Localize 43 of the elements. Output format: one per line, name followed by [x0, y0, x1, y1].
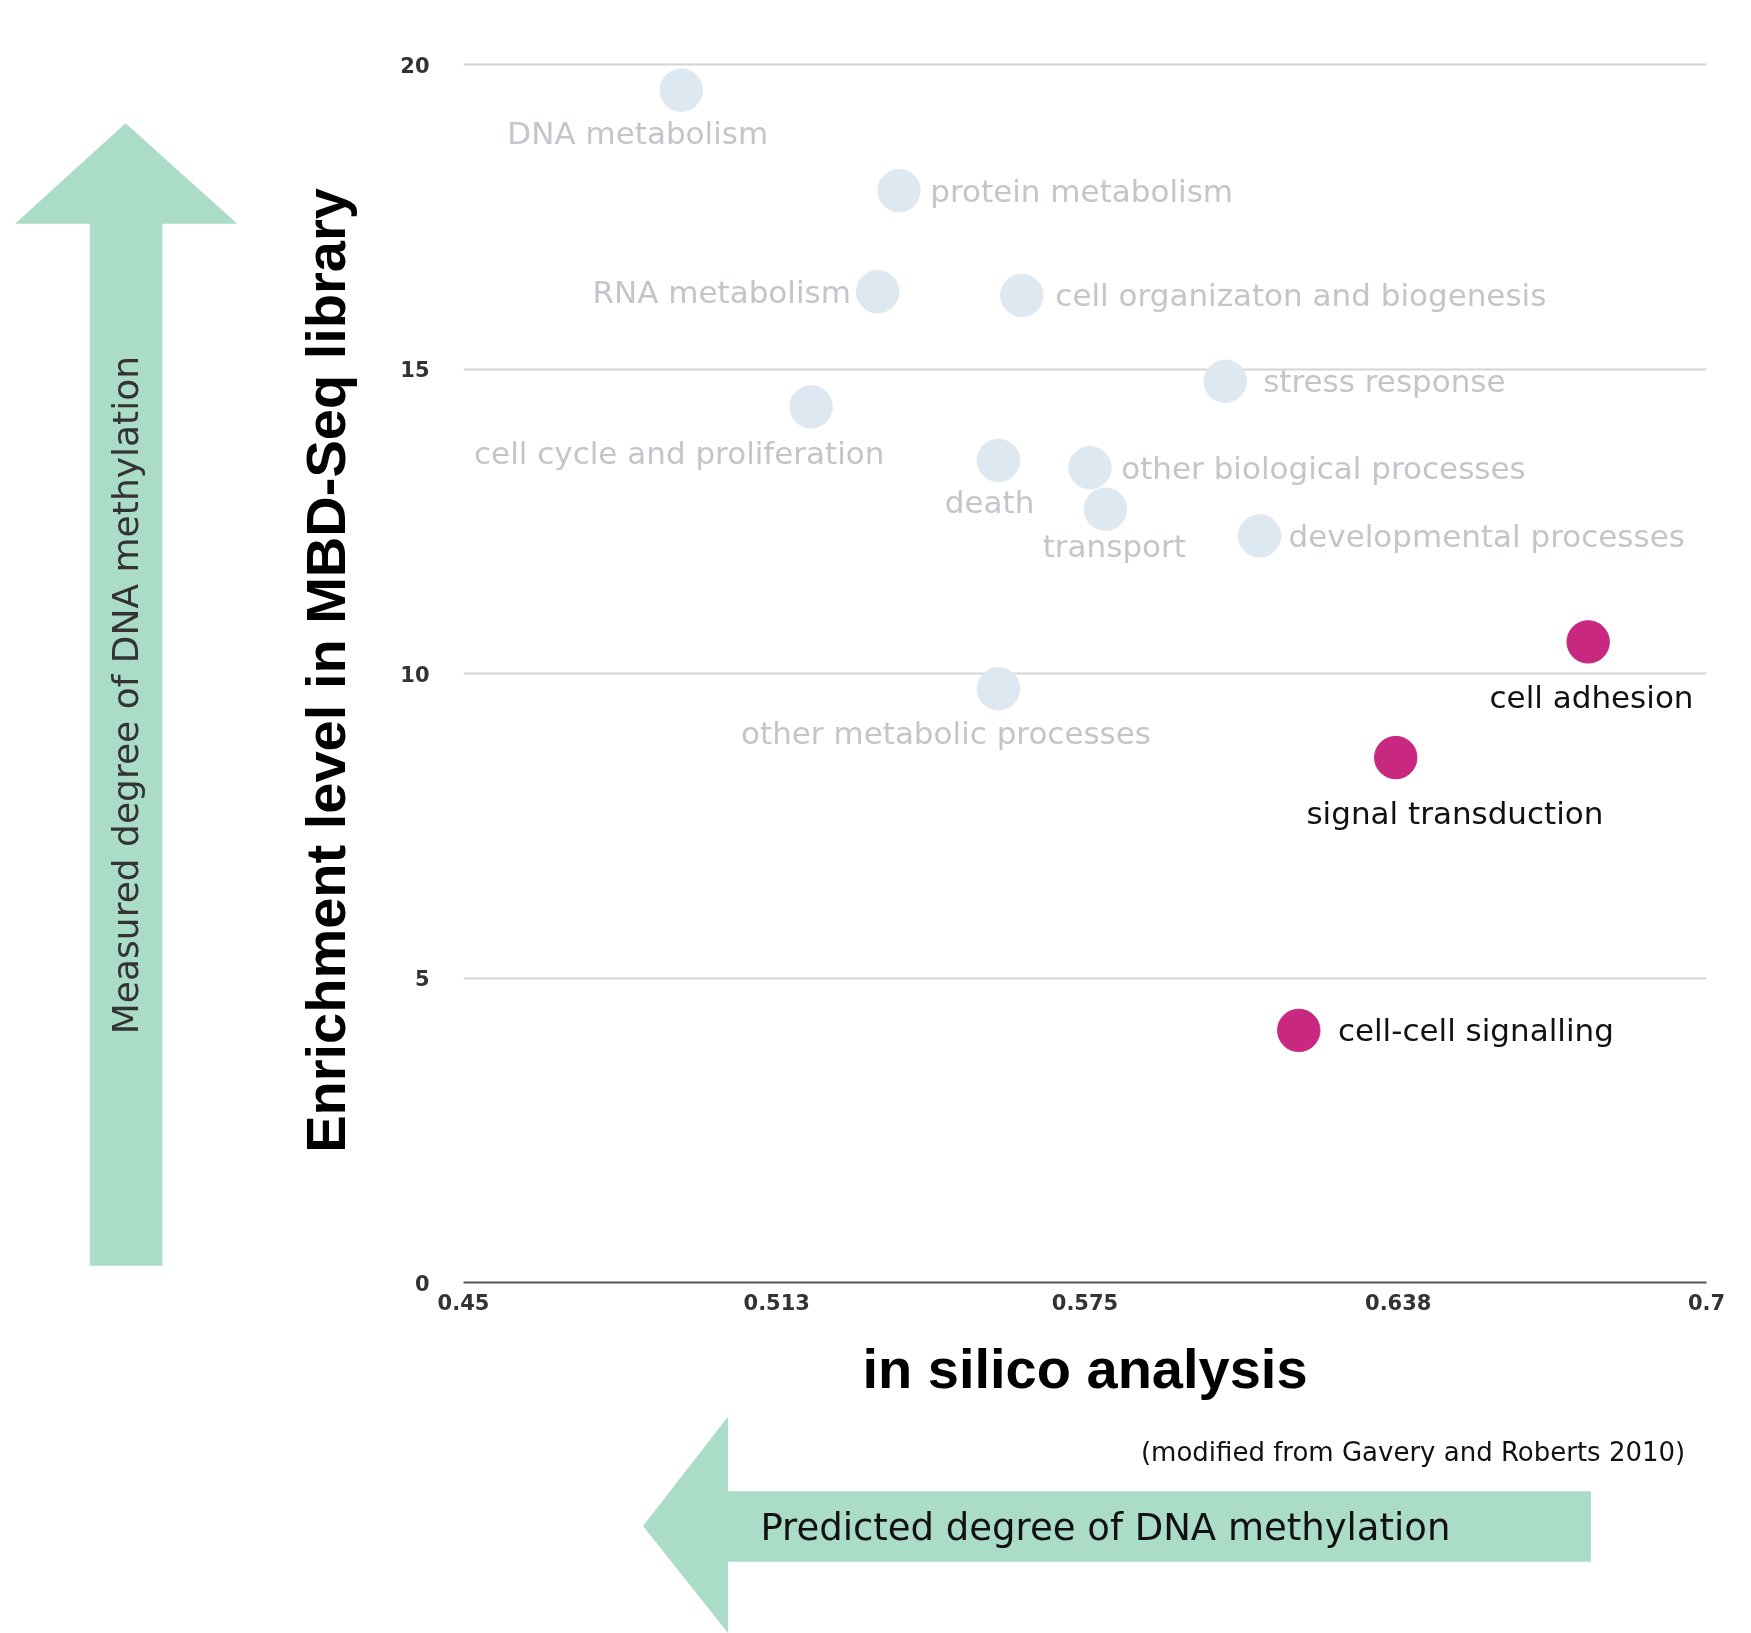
point [1000, 273, 1044, 318]
text: (modified from Gavery and Roberts 2010) [1140, 1437, 1686, 1468]
x-tick-label: 0.575 [1051, 1290, 1119, 1315]
point [1083, 487, 1128, 531]
annotation: cell-cell signalling [1337, 1012, 1614, 1049]
point [1068, 446, 1112, 490]
annotation: protein metabolism [930, 172, 1234, 209]
x-tick-label: 0.45 [437, 1290, 490, 1315]
annotation: transport [1042, 527, 1186, 564]
point [855, 270, 900, 314]
annotation: other biological processes [1121, 449, 1526, 486]
annotation: signal transduction [1306, 795, 1604, 832]
annotation: cell adhesion [1489, 678, 1694, 715]
y-tick-label: 0 [414, 1271, 430, 1296]
point [1203, 359, 1247, 403]
point [1566, 620, 1610, 664]
x-tick-label: 0.513 [743, 1290, 810, 1315]
y-tick-label: 5 [414, 967, 430, 992]
point [877, 168, 921, 213]
y-tick-label: 20 [400, 53, 430, 78]
y-axis-title: Enrichment level in MBD-Seq library [294, 188, 358, 1153]
x-tick-label: 0.638 [1365, 1290, 1432, 1315]
point [1374, 735, 1418, 780]
text: Predicted degree of DNA methylation [760, 1505, 1451, 1549]
y-tick-label: 10 [400, 662, 430, 687]
annotation: stress response [1263, 363, 1506, 400]
annotation: other metabolic processes [741, 715, 1151, 752]
annotation: death [944, 483, 1035, 520]
annotation: developmental processes [1288, 517, 1685, 554]
annotation: cell cycle and proliferation [474, 434, 885, 471]
point [789, 385, 833, 429]
annotation: DNA metabolism [507, 114, 769, 151]
point [976, 667, 1021, 711]
point [1237, 514, 1282, 558]
annotation: RNA metabolism [592, 273, 851, 310]
point [1277, 1008, 1321, 1053]
point [659, 68, 703, 112]
text: Measured degree of DNA methylation [105, 355, 147, 1035]
annotation: cell organizaton and biogenesis [1055, 277, 1547, 314]
point [976, 438, 1021, 483]
x-axis-title: in silico analysis [862, 1336, 1308, 1400]
y-tick-label: 15 [400, 358, 430, 383]
x-tick-label: 0.7 [1687, 1290, 1726, 1315]
